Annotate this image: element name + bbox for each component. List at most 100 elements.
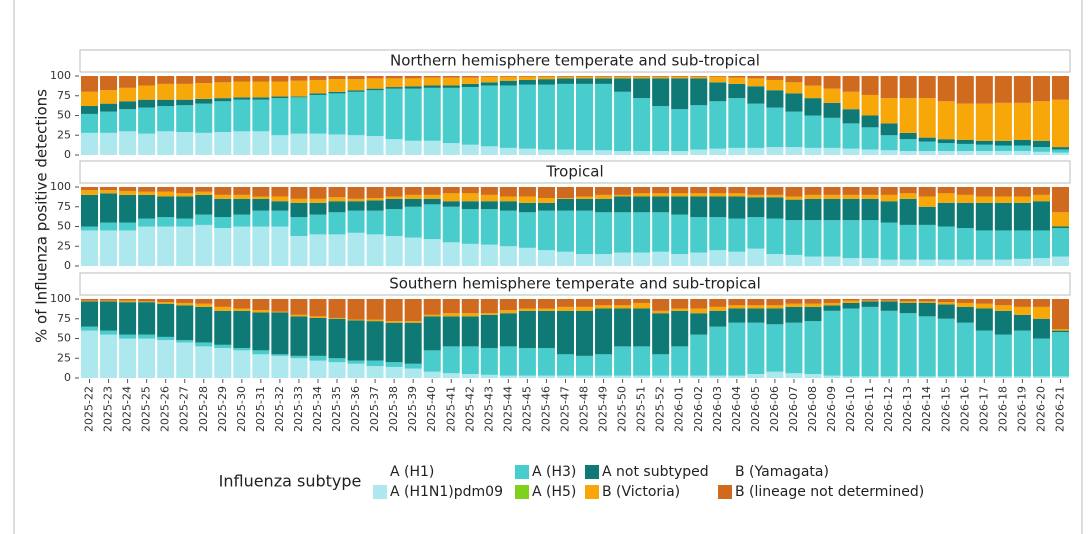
bar-segment [937, 101, 955, 140]
bar-segment [728, 305, 746, 309]
bar-segment [861, 94, 879, 116]
bar-segment [195, 191, 213, 195]
bar-segment [671, 76, 689, 77]
bar-segment [556, 375, 574, 378]
bar-segment [861, 300, 879, 302]
bar-segment [956, 376, 974, 378]
bar-segment [633, 308, 651, 347]
bar-segment [404, 86, 422, 89]
bar-segment [423, 314, 441, 317]
bar-segment [366, 90, 384, 137]
bar-segment [728, 77, 746, 84]
bar-segment [804, 306, 822, 322]
bar-segment [214, 187, 232, 195]
bar-segment [309, 133, 327, 155]
bar-segment [81, 187, 99, 191]
bar-segment [233, 347, 251, 351]
bar-segment [461, 346, 479, 375]
bar-segment [804, 220, 822, 257]
bar-segment [766, 299, 784, 306]
bar-segment [480, 82, 498, 86]
bar-segment [690, 105, 708, 150]
x-tick-label: 2025-50 [616, 386, 629, 432]
bar-segment [252, 299, 270, 311]
bar-segment [385, 78, 403, 88]
bar-segment [100, 132, 118, 155]
bar-segment [271, 96, 289, 99]
bar-segment [81, 301, 99, 327]
bar-segment [709, 375, 727, 378]
bar-segment [956, 151, 974, 155]
bar-segment [937, 226, 955, 260]
bar-segment [271, 187, 289, 197]
bar-segment [823, 305, 841, 311]
panel-strip [79, 160, 1071, 184]
bar-segment [138, 76, 156, 86]
bar-segment [861, 194, 879, 199]
bar-segment [595, 354, 613, 376]
bar-segment [518, 310, 536, 348]
bar-segment [747, 86, 765, 104]
bar-segment [233, 299, 251, 309]
bar-segment [347, 76, 365, 80]
bar-segment [423, 140, 441, 155]
x-tick-label: 2025-27 [178, 386, 191, 432]
bar-segment [766, 197, 784, 219]
bar-segment [233, 194, 251, 199]
bar-segment [766, 90, 784, 108]
bar-segment [576, 187, 594, 197]
bar-segment [81, 299, 99, 301]
bar-segment [176, 342, 194, 378]
bar-segment [404, 187, 422, 195]
bar-segment [709, 196, 727, 218]
bar-segment [556, 310, 574, 355]
bar-segment [271, 210, 289, 227]
bar-segment [404, 299, 422, 322]
bar-segment [709, 217, 727, 251]
bar-segment [138, 302, 156, 335]
bar-segment [728, 147, 746, 155]
bar-segment [785, 196, 803, 200]
bar-segment [576, 254, 594, 266]
x-tick-label: 2025-36 [349, 386, 362, 432]
panel-title: Northern hemisphere temperate and sub-tr… [390, 52, 760, 70]
bar-segment [195, 224, 213, 266]
bar-segment [214, 299, 232, 307]
bar-segment [899, 187, 917, 194]
bar-segment [214, 76, 232, 83]
bar-segment [842, 220, 860, 259]
y-tick-label: 100 [50, 69, 71, 82]
bar-segment [994, 102, 1012, 141]
x-tick-label: 2025-42 [463, 386, 476, 432]
bar-segment [709, 326, 727, 376]
bar-segment [785, 147, 803, 155]
y-tick-label: 0 [64, 259, 71, 272]
bar-segment [823, 220, 841, 257]
bar-segment [404, 198, 422, 207]
bar-segment [442, 316, 460, 347]
bar-segment [214, 228, 232, 266]
bar-segment [290, 314, 308, 317]
bar-segment [252, 76, 270, 82]
bar-segment [595, 198, 613, 213]
bar-segment [442, 206, 460, 243]
bar-segment [385, 209, 403, 236]
bar-segment [138, 85, 156, 100]
bar-segment [918, 206, 936, 225]
x-tick-label: 2025-52 [654, 386, 667, 432]
bar-segment [138, 338, 156, 378]
bar-segment [157, 187, 175, 192]
bar-segment [100, 334, 118, 378]
bar-segment [119, 222, 137, 231]
x-tick-label: 2025-23 [102, 386, 115, 432]
bar-segment [671, 346, 689, 376]
bar-segment [499, 310, 517, 314]
bar-segment [195, 83, 213, 99]
bar-segment [480, 209, 498, 245]
bar-segment [766, 254, 784, 266]
bar-segment [309, 202, 327, 215]
bar-segment [690, 76, 708, 77]
bar-segment [1013, 330, 1031, 377]
bar-segment [652, 78, 670, 107]
bar-segment [652, 354, 670, 376]
